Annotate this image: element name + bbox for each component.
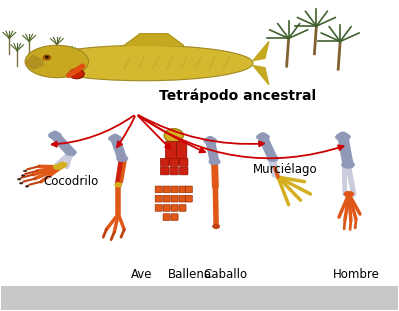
- Polygon shape: [124, 34, 184, 45]
- FancyBboxPatch shape: [171, 186, 178, 193]
- Ellipse shape: [24, 170, 27, 172]
- Ellipse shape: [43, 55, 51, 60]
- FancyBboxPatch shape: [163, 205, 170, 211]
- FancyBboxPatch shape: [171, 205, 178, 211]
- FancyBboxPatch shape: [163, 186, 170, 193]
- FancyBboxPatch shape: [171, 195, 178, 202]
- Ellipse shape: [203, 137, 217, 144]
- FancyBboxPatch shape: [160, 158, 169, 166]
- FancyBboxPatch shape: [160, 167, 169, 175]
- Text: Hombre: Hombre: [333, 268, 379, 281]
- Polygon shape: [253, 41, 269, 61]
- FancyBboxPatch shape: [170, 158, 178, 166]
- FancyBboxPatch shape: [179, 158, 188, 166]
- FancyBboxPatch shape: [179, 195, 186, 202]
- Polygon shape: [25, 55, 43, 69]
- Ellipse shape: [267, 156, 279, 162]
- FancyBboxPatch shape: [171, 214, 178, 220]
- FancyBboxPatch shape: [166, 141, 176, 164]
- FancyBboxPatch shape: [179, 205, 186, 211]
- Ellipse shape: [164, 129, 183, 142]
- FancyBboxPatch shape: [170, 167, 178, 175]
- Text: Murciélago: Murciélago: [253, 163, 317, 176]
- Ellipse shape: [209, 159, 220, 165]
- Ellipse shape: [58, 162, 67, 168]
- FancyBboxPatch shape: [163, 195, 170, 202]
- Ellipse shape: [48, 132, 61, 139]
- FancyBboxPatch shape: [176, 141, 187, 164]
- Ellipse shape: [45, 56, 49, 58]
- FancyBboxPatch shape: [185, 186, 192, 193]
- Ellipse shape: [53, 164, 63, 170]
- Text: Ave: Ave: [131, 268, 153, 281]
- Ellipse shape: [26, 186, 29, 187]
- Ellipse shape: [69, 69, 84, 79]
- Text: Ballena: Ballena: [168, 268, 211, 281]
- Ellipse shape: [25, 45, 89, 78]
- Text: Tetrápodo ancestral: Tetrápodo ancestral: [158, 88, 316, 103]
- FancyBboxPatch shape: [155, 186, 162, 193]
- FancyBboxPatch shape: [185, 195, 192, 202]
- Ellipse shape: [109, 135, 122, 142]
- Ellipse shape: [20, 183, 23, 184]
- Ellipse shape: [336, 133, 350, 141]
- FancyBboxPatch shape: [1, 286, 398, 310]
- Ellipse shape: [22, 175, 25, 176]
- Polygon shape: [253, 66, 269, 85]
- Ellipse shape: [65, 149, 76, 156]
- Ellipse shape: [213, 224, 220, 229]
- FancyBboxPatch shape: [163, 214, 170, 220]
- FancyBboxPatch shape: [179, 186, 186, 193]
- Ellipse shape: [257, 134, 269, 140]
- Ellipse shape: [115, 183, 122, 187]
- Ellipse shape: [117, 156, 128, 162]
- Ellipse shape: [344, 191, 354, 197]
- Ellipse shape: [35, 45, 253, 81]
- FancyBboxPatch shape: [179, 167, 188, 175]
- Ellipse shape: [342, 161, 355, 168]
- Ellipse shape: [18, 179, 21, 180]
- Text: Caballo: Caballo: [203, 268, 247, 281]
- FancyBboxPatch shape: [155, 205, 162, 211]
- FancyBboxPatch shape: [155, 195, 162, 202]
- Text: Cocodrilo: Cocodrilo: [43, 175, 98, 188]
